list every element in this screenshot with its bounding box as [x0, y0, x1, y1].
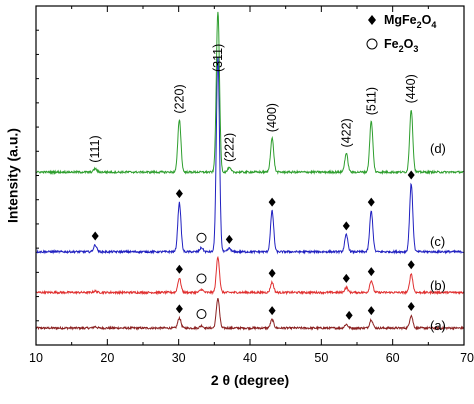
y-axis-label: Intensity (a.u.) — [5, 128, 21, 223]
diamond-marker — [367, 306, 375, 316]
diamond-marker — [268, 197, 276, 207]
curve-label: (d) — [430, 141, 446, 156]
legend-circle-icon — [366, 38, 378, 50]
curve-labels: (a) (b) (c) (d) — [430, 141, 446, 333]
diamond-marker — [225, 234, 233, 244]
curve-label: (c) — [430, 234, 445, 249]
diamond-marker — [175, 189, 183, 199]
diamond-marker — [407, 302, 415, 312]
x-axis-label: 2 θ (degree) — [211, 372, 289, 388]
x-tick-label: 30 — [172, 351, 186, 365]
series-line — [35, 11, 464, 176]
peak-label: (440) — [404, 74, 418, 103]
legend-entry: MgFe2O4 — [384, 13, 436, 30]
peak-label: (311) — [211, 44, 225, 72]
peak-markers — [91, 170, 415, 320]
x-tick-label: 20 — [100, 351, 114, 365]
diamond-marker — [407, 260, 415, 270]
diamond-marker — [345, 310, 353, 320]
x-tick-label: 70 — [460, 351, 474, 365]
diamond-marker — [367, 267, 375, 277]
diamond-marker — [367, 197, 375, 207]
series-line — [35, 255, 465, 296]
peak-labels: (111) (220) (311) (222) (400) (422) (511) (440) — [88, 44, 418, 163]
diamond-marker — [175, 264, 183, 274]
diamond-marker — [175, 304, 183, 314]
circle-marker — [196, 273, 207, 284]
diamond-marker — [407, 170, 415, 180]
x-tick-labels: 10 20 30 40 50 60 70 — [29, 351, 474, 365]
legend: MgFe2O4 Fe2O3 — [366, 13, 436, 54]
x-tick-label: 60 — [386, 351, 400, 365]
peak-label: (222) — [222, 133, 236, 162]
curve-label: (b) — [430, 278, 446, 293]
curve-label: (a) — [430, 318, 446, 333]
series-line — [35, 297, 465, 331]
peak-label: (111) — [88, 135, 102, 162]
diamond-marker — [91, 231, 99, 241]
peak-label: (220) — [172, 84, 186, 113]
peak-label: (511) — [364, 87, 378, 115]
axis-ticks — [35, 6, 465, 345]
x-tick-label: 50 — [314, 351, 328, 365]
circle-marker — [196, 232, 207, 243]
series-line — [35, 56, 464, 255]
peak-label: (422) — [339, 118, 353, 147]
series-curves — [35, 11, 465, 331]
circle-marker — [196, 309, 207, 320]
diamond-marker — [268, 268, 276, 278]
diamond-marker — [268, 306, 276, 316]
plot-frame — [35, 5, 465, 346]
peak-label: (400) — [265, 103, 279, 132]
diamond-marker — [342, 273, 350, 283]
x-tick-label: 10 — [29, 351, 43, 365]
x-tick-label: 40 — [243, 351, 257, 365]
diamond-marker — [342, 221, 350, 231]
legend-diamond-icon — [368, 15, 376, 25]
legend-entry: Fe2O3 — [384, 37, 418, 54]
